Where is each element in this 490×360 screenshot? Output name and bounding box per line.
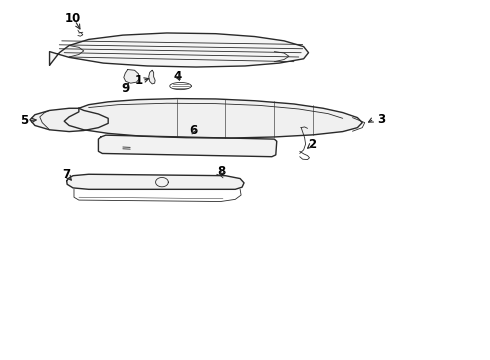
Text: 5: 5 — [20, 114, 28, 127]
Polygon shape — [49, 33, 309, 67]
Text: 8: 8 — [218, 165, 226, 178]
Text: 6: 6 — [190, 124, 198, 137]
Text: 2: 2 — [308, 138, 317, 150]
Polygon shape — [67, 174, 244, 189]
Text: 7: 7 — [63, 168, 71, 181]
Polygon shape — [64, 99, 362, 138]
Text: 1: 1 — [134, 74, 143, 87]
Text: 3: 3 — [377, 113, 385, 126]
Polygon shape — [98, 135, 277, 157]
Polygon shape — [149, 70, 155, 84]
Text: 10: 10 — [65, 12, 81, 25]
Polygon shape — [124, 69, 140, 83]
Text: 9: 9 — [121, 82, 129, 95]
Text: 4: 4 — [173, 69, 182, 82]
Polygon shape — [30, 108, 108, 132]
